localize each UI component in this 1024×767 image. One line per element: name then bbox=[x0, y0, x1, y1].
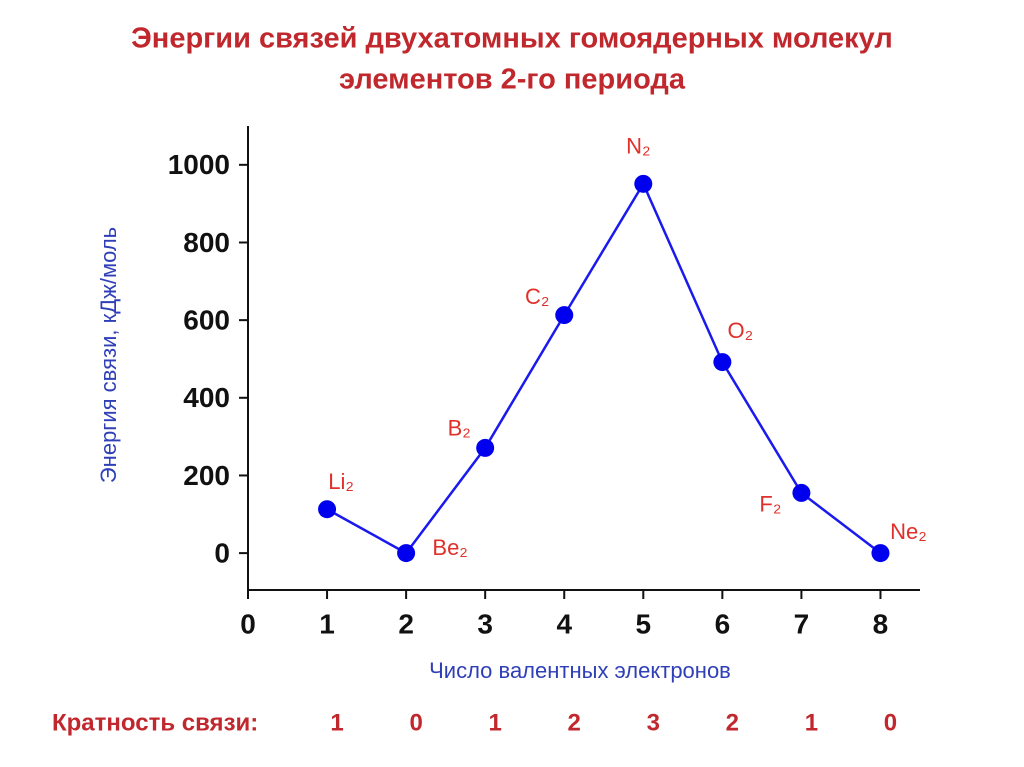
x-tick-label: 3 bbox=[477, 608, 493, 639]
y-tick-label: 600 bbox=[183, 305, 230, 336]
marker bbox=[713, 353, 732, 372]
x-tick-label: 6 bbox=[715, 608, 731, 639]
bond-order-label: Кратность связи: bbox=[52, 709, 258, 736]
x-tick-label: 0 bbox=[240, 608, 256, 639]
point-label: Ne₂ bbox=[890, 519, 927, 544]
point-label: C₂ bbox=[525, 284, 549, 309]
x-tick-label: 4 bbox=[556, 608, 572, 639]
y-tick-label: 800 bbox=[183, 227, 230, 258]
bond-order: 0 bbox=[409, 709, 422, 736]
bond-order: 0 bbox=[884, 709, 897, 736]
marker bbox=[476, 438, 495, 457]
chart-title: Энергии связей двухатомных гомоядерных м… bbox=[131, 23, 893, 55]
marker bbox=[397, 544, 416, 563]
marker bbox=[318, 500, 337, 519]
x-tick-label: 2 bbox=[398, 608, 414, 639]
marker bbox=[792, 483, 811, 502]
bond-order: 2 bbox=[568, 709, 581, 736]
point-label: F₂ bbox=[759, 492, 781, 517]
bond-order: 3 bbox=[647, 709, 660, 736]
y-tick-label: 400 bbox=[183, 382, 230, 413]
bond-order: 1 bbox=[805, 709, 818, 736]
x-tick-label: 8 bbox=[873, 608, 889, 639]
marker bbox=[634, 174, 653, 193]
marker bbox=[871, 544, 890, 563]
marker bbox=[555, 306, 574, 325]
y-axis-label: Энергия связи, кДж/моль bbox=[96, 227, 121, 483]
x-tick-label: 5 bbox=[636, 608, 652, 639]
x-axis-label: Число валентных электронов bbox=[429, 658, 731, 683]
y-tick-label: 1000 bbox=[168, 149, 230, 180]
x-tick-label: 1 bbox=[319, 608, 335, 639]
chart-subtitle: элементов 2-го периода bbox=[339, 64, 686, 96]
point-label: O₂ bbox=[728, 318, 754, 343]
x-tick-label: 7 bbox=[794, 608, 810, 639]
bond-order: 1 bbox=[488, 709, 501, 736]
bond-order: 1 bbox=[330, 709, 343, 736]
bond-order: 2 bbox=[726, 709, 739, 736]
point-label: Li₂ bbox=[328, 469, 354, 494]
y-tick-label: 0 bbox=[214, 538, 230, 569]
point-label: Be₂ bbox=[432, 535, 467, 560]
point-label: B₂ bbox=[448, 416, 471, 441]
point-label: N₂ bbox=[626, 134, 650, 159]
line bbox=[326, 181, 882, 555]
y-tick-label: 200 bbox=[183, 460, 230, 491]
